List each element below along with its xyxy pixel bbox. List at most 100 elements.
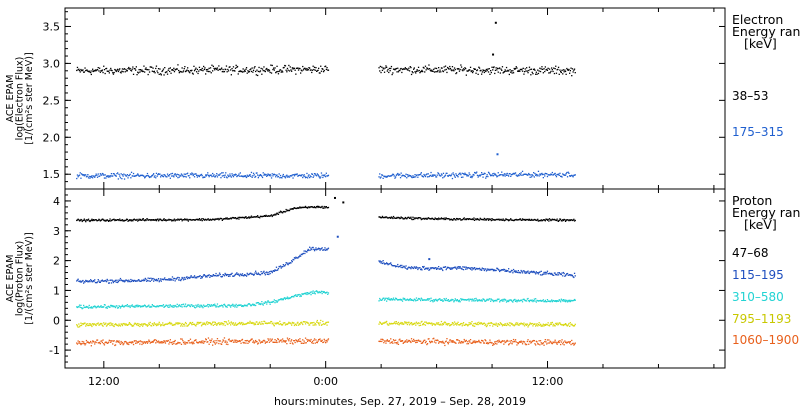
data-point [451, 173, 453, 175]
data-point [143, 278, 145, 281]
data-point [103, 280, 105, 282]
data-point [244, 305, 246, 307]
data-point [553, 218, 556, 221]
data-point [422, 176, 424, 178]
data-point [391, 323, 393, 325]
data-point [535, 73, 537, 75]
data-point [188, 340, 190, 342]
data-point [241, 175, 244, 177]
data-point [288, 64, 290, 67]
data-point [251, 216, 253, 218]
data-point [126, 342, 128, 344]
data-point [456, 217, 458, 220]
data-point [392, 323, 394, 325]
data-point [256, 172, 258, 174]
data-point [494, 342, 497, 345]
spike-point [342, 201, 345, 204]
data-point [288, 297, 290, 299]
data-point [156, 323, 158, 325]
data-point [318, 205, 320, 208]
data-point [486, 218, 488, 220]
data-point [572, 299, 574, 302]
data-point [326, 175, 328, 177]
data-point [431, 69, 433, 71]
data-point [517, 271, 519, 274]
data-point [209, 341, 212, 343]
data-point [292, 322, 294, 325]
data-point [469, 298, 471, 300]
data-point [314, 173, 316, 175]
data-point [119, 305, 121, 308]
data-point [475, 323, 477, 325]
data-point [246, 305, 248, 307]
data-point [120, 219, 122, 222]
data-point [506, 322, 508, 325]
data-point [215, 218, 217, 220]
data-point [288, 176, 290, 178]
data-point [468, 267, 470, 269]
data-point [295, 173, 298, 175]
data-point [174, 280, 176, 282]
data-point [166, 176, 168, 178]
data-point [245, 305, 248, 307]
data-point [322, 323, 325, 325]
data-point [223, 174, 225, 177]
data-point [326, 207, 328, 209]
data-point [162, 68, 165, 70]
data-point [541, 274, 543, 276]
data-point [109, 324, 111, 327]
data-point [111, 279, 113, 281]
data-point [435, 218, 438, 220]
data-point [224, 324, 226, 327]
data-point [235, 303, 237, 306]
data-point [244, 340, 246, 342]
data-point [451, 341, 454, 343]
data-point [415, 174, 418, 176]
data-point [160, 342, 162, 344]
data-point [316, 205, 318, 207]
data-point [502, 340, 504, 342]
data-point [470, 342, 472, 344]
data-point [400, 216, 402, 218]
data-point [305, 321, 307, 323]
data-point [433, 299, 435, 301]
data-point [476, 69, 478, 72]
data-point [325, 342, 327, 344]
data-point [212, 344, 214, 346]
data-point [187, 276, 189, 279]
data-point [521, 219, 523, 221]
data-point [317, 248, 319, 250]
data-point [264, 215, 266, 217]
data-point [293, 296, 295, 298]
data-point [398, 324, 400, 326]
data-point [566, 171, 568, 174]
data-point [208, 219, 210, 221]
data-point [297, 175, 300, 177]
data-point [434, 217, 436, 219]
data-point [571, 75, 573, 77]
data-point [260, 303, 262, 305]
data-point [565, 299, 567, 301]
data-point [451, 323, 453, 326]
data-point [112, 173, 115, 175]
data-point [406, 174, 409, 176]
data-point [218, 306, 220, 308]
data-point [236, 273, 239, 276]
data-point [458, 267, 461, 269]
data-point [490, 268, 492, 271]
data-point [247, 274, 249, 276]
data-point [76, 177, 78, 180]
data-point [94, 70, 96, 72]
data-point [102, 280, 104, 282]
data-point [474, 171, 476, 174]
data-point [137, 322, 139, 325]
data-point [443, 176, 445, 178]
data-point [295, 294, 297, 296]
data-point [316, 70, 318, 72]
data-point [91, 280, 93, 283]
data-point [85, 343, 87, 345]
data-point [480, 174, 482, 176]
data-point [228, 274, 230, 276]
data-point [562, 69, 565, 71]
